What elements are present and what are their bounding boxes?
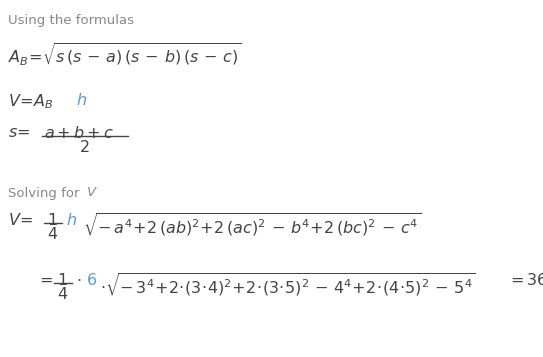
Text: $h$: $h$ (76, 92, 87, 108)
Text: $\cdot\sqrt{-\,3^4\!+\!2\!\cdot\!(3\!\cdot\!4)^2\!+\!2\!\cdot\!(3\!\cdot\!5)^2\,: $\cdot\sqrt{-\,3^4\!+\!2\!\cdot\!(3\!\cd… (100, 272, 476, 299)
Text: $4$: $4$ (57, 286, 68, 302)
Text: $A_B\!=\!\sqrt{s\,(s\,-\,a)\,(s\,-\,b)\,(s\,-\,c)}$: $A_B\!=\!\sqrt{s\,(s\,-\,a)\,(s\,-\,b)\,… (8, 42, 242, 68)
Text: $\cdot$: $\cdot$ (76, 272, 81, 287)
Text: $\sqrt{-\,a^4\!+\!2\,(ab)^2\!+\!2\,(ac)^2\,-\,b^4\!+\!2\,(bc)^2\,-\,c^4}$: $\sqrt{-\,a^4\!+\!2\,(ab)^2\!+\!2\,(ac)^… (83, 212, 421, 239)
Text: $1$: $1$ (57, 272, 68, 288)
Text: $6$: $6$ (86, 272, 97, 288)
Text: $1$: $1$ (47, 212, 58, 228)
Text: $a+b+c$: $a+b+c$ (44, 125, 114, 141)
Text: $=$: $=$ (36, 272, 53, 287)
Text: Using the formulas: Using the formulas (8, 14, 134, 27)
Text: $V$: $V$ (86, 186, 98, 199)
Text: $s\!=\!$: $s\!=\!$ (8, 125, 30, 140)
Text: $h$: $h$ (66, 212, 77, 228)
Text: $2$: $2$ (79, 139, 90, 155)
Text: Solving for: Solving for (8, 187, 84, 200)
Text: $V\!=\!$: $V\!=\!$ (8, 212, 33, 228)
Text: $V\!=\!A_B$: $V\!=\!A_B$ (8, 92, 53, 111)
Text: $=36$: $=36$ (507, 272, 543, 288)
Text: $4$: $4$ (47, 226, 58, 242)
